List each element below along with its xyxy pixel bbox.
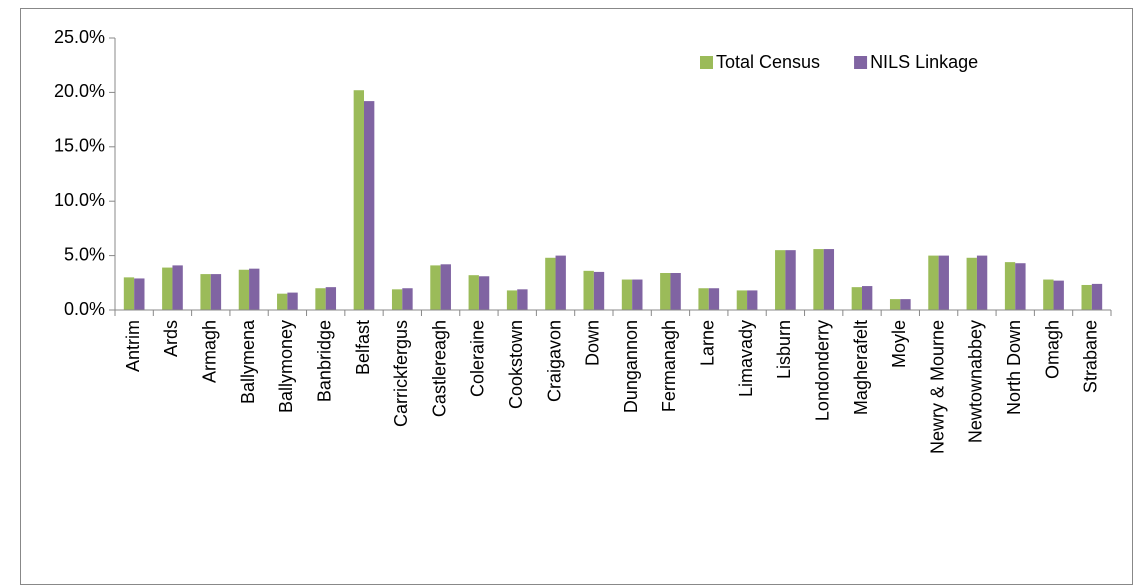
bar [430,265,441,310]
bar [353,90,364,310]
bar [670,273,681,310]
bar [287,292,298,310]
legend-swatch [854,56,868,69]
bar [249,268,260,310]
bar [517,289,528,310]
x-tick-label: Dungannon [621,320,641,413]
bar [364,101,375,310]
bar [900,299,911,310]
bar [583,270,594,310]
x-tick-label: Antrim [123,320,143,372]
bar [440,264,451,310]
legend-label: NILS Linkage [870,52,978,72]
x-tick-label: Ards [161,320,181,357]
x-tick-label: North Down [1004,320,1024,415]
bar [1004,262,1016,310]
x-tick-label: Moyle [889,320,909,368]
bar [210,274,222,310]
bar [889,299,901,310]
bar [506,290,518,310]
x-tick-label: Cookstown [506,320,526,409]
chart-border [20,8,1133,585]
x-tick-label: Belfast [353,320,373,375]
bar [938,255,949,310]
bar [315,288,326,310]
bar [238,269,250,310]
bar [555,255,566,310]
bar [478,276,490,310]
bar [966,257,977,310]
bar [200,274,211,310]
bar [1053,280,1064,310]
bar [1091,283,1103,310]
bar [698,288,709,310]
bar [708,288,720,310]
bar [736,290,748,310]
bar [402,288,413,310]
bar [928,255,939,310]
bar [785,250,796,310]
bar [277,293,288,310]
bar [134,278,145,310]
x-tick-label: Newry & Mourne [927,320,947,454]
bar [325,287,337,310]
bar [123,277,135,310]
x-tick-label: Fermanagh [659,320,679,412]
y-tick-label: 20.0% [54,81,105,101]
bar [162,267,173,310]
bar [1081,284,1092,310]
bar [976,255,988,310]
bar [172,265,183,310]
x-tick-label: Londonderry [812,320,832,421]
bar [391,289,403,310]
y-tick-label: 5.0% [64,244,105,264]
bar [468,275,479,310]
bar [823,249,835,310]
x-tick-label: Coleraine [468,320,488,397]
bar [862,286,873,310]
x-tick-label: Larne [698,320,718,366]
x-tick-label: Omagh [1042,320,1062,379]
bar [621,279,633,310]
x-tick-label: Down [583,320,603,366]
bar [660,273,671,310]
y-tick-label: 25.0% [54,27,105,47]
x-tick-label: Newtownabbey [966,320,986,443]
x-tick-label: Limavady [736,320,756,397]
x-tick-label: Ballymena [238,319,258,404]
y-tick-label: 10.0% [54,190,105,210]
y-tick-label: 15.0% [54,136,105,156]
x-tick-label: Lisburn [774,320,794,379]
x-tick-label: Castlereagh [429,320,449,417]
bar [632,279,643,310]
legend-swatch [700,56,713,69]
x-tick-label: Strabane [1081,320,1101,393]
x-tick-label: Carrickfergus [391,320,411,427]
x-tick-label: Craigavon [544,320,564,402]
bar [545,257,556,310]
x-tick-label: Magherafelt [851,320,871,415]
bar [1043,279,1054,310]
legend-label: Total Census [716,52,820,72]
bar [813,249,824,310]
bar [775,250,786,310]
x-tick-label: Armagh [200,320,220,383]
x-tick-label: Banbridge [314,320,334,402]
bar [851,287,862,310]
x-tick-label: Ballymoney [276,320,296,413]
bar [747,290,758,310]
y-tick-label: 0.0% [64,299,105,319]
bar [593,271,605,310]
bar [1015,263,1026,310]
